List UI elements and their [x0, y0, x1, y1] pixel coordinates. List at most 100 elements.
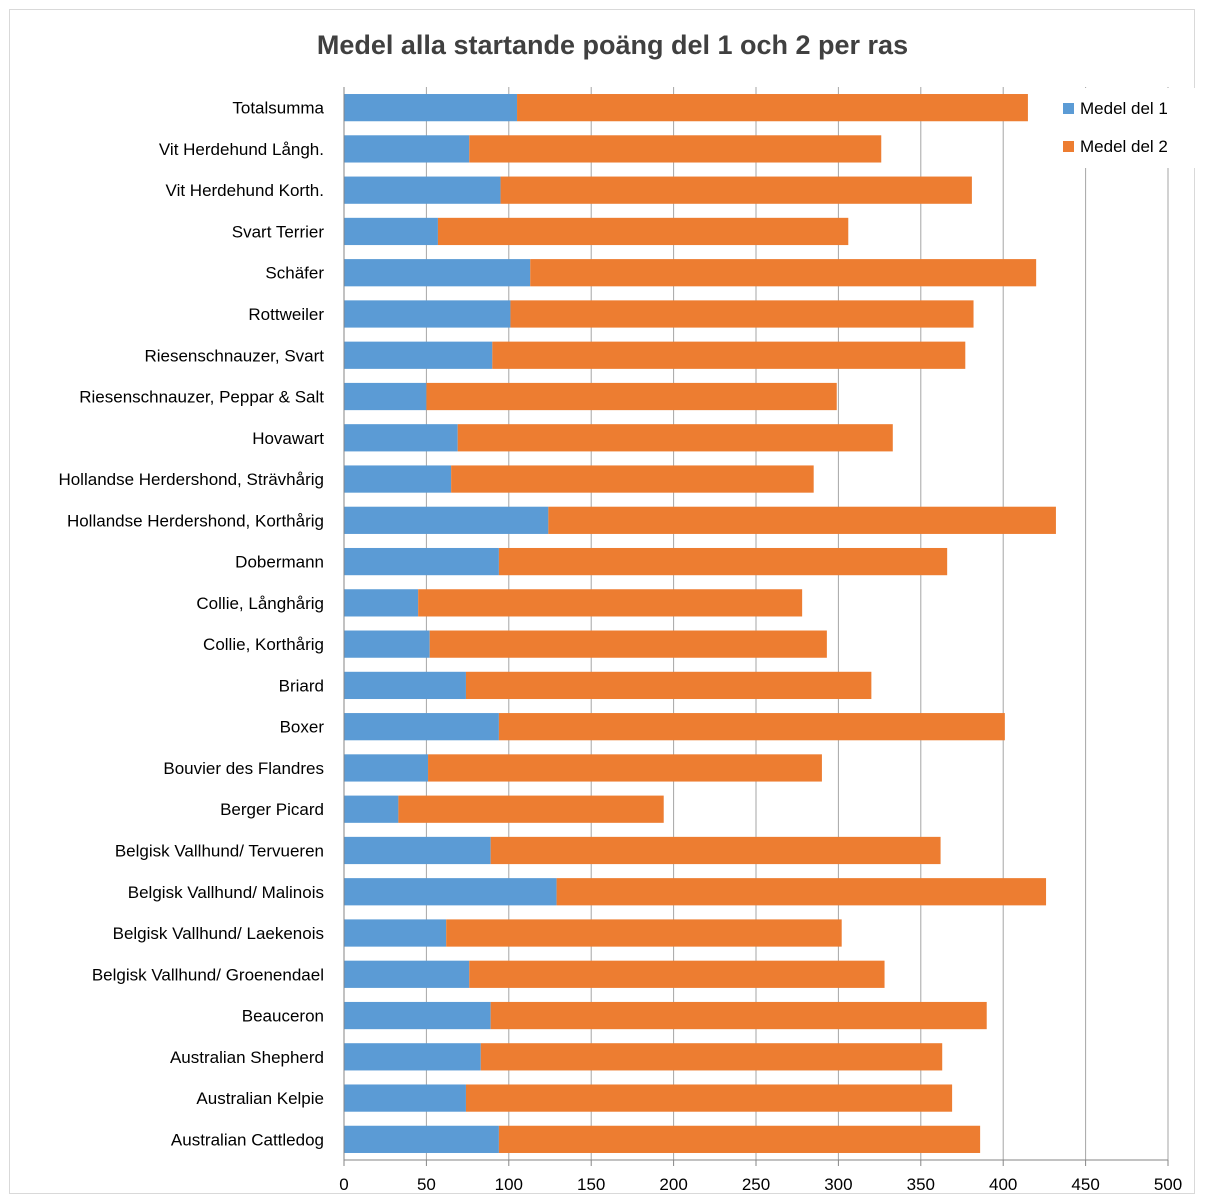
category-label: Belgisk Vallhund/ Tervueren — [115, 841, 324, 860]
bar-1 — [344, 341, 493, 369]
category-label: Bouvier des Flandres — [163, 759, 324, 778]
x-tick-label: 250 — [742, 1175, 770, 1194]
bar-1 — [344, 754, 429, 782]
bar-1 — [344, 960, 470, 988]
legend-label: Medel del 2 — [1080, 137, 1168, 156]
bar-1 — [344, 836, 491, 865]
legend-swatch — [1063, 103, 1074, 114]
x-tick-label: 0 — [339, 1175, 348, 1194]
category-label: Hollandse Herdershond, Strävhårig — [58, 470, 324, 489]
bar-2 — [490, 1001, 987, 1030]
bar-1 — [344, 176, 501, 204]
category-label: Belgisk Vallhund/ Laekenois — [113, 924, 324, 943]
bar-2 — [498, 547, 948, 576]
x-tick-label: 300 — [824, 1175, 852, 1194]
category-label: Totalsumma — [232, 99, 324, 118]
category-label: Svart Terrier — [232, 222, 325, 241]
x-tick-label: 50 — [417, 1175, 436, 1194]
bar-2 — [457, 424, 893, 452]
bar-1 — [344, 589, 419, 617]
category-label: Berger Picard — [220, 800, 324, 819]
category-label: Australian Kelpie — [196, 1089, 324, 1108]
bar-1 — [344, 1043, 481, 1071]
bar-2 — [492, 341, 966, 369]
bar-2 — [465, 671, 872, 700]
legend-label: Medel del 1 — [1080, 99, 1168, 118]
bar-2 — [465, 1084, 953, 1112]
bar-2 — [446, 919, 842, 947]
bar-1 — [344, 713, 499, 741]
bar-1 — [344, 1084, 466, 1112]
category-label: Vit Herdehund Korth. — [166, 181, 324, 200]
bar-1 — [344, 547, 499, 576]
bar-2 — [469, 960, 885, 988]
x-tick-label: 150 — [577, 1175, 605, 1194]
category-label: Boxer — [280, 718, 325, 737]
bars — [344, 94, 1056, 1153]
bar-2 — [510, 300, 974, 328]
bar-1 — [344, 878, 557, 906]
bar-2 — [451, 465, 814, 493]
x-tick-label: 200 — [659, 1175, 687, 1194]
x-tick-label: 400 — [989, 1175, 1017, 1194]
category-label: Dobermann — [235, 553, 324, 572]
x-tick-label: 350 — [907, 1175, 935, 1194]
bar-2 — [429, 630, 827, 658]
bar-2 — [426, 382, 837, 411]
category-label: Belgisk Vallhund/ Malinois — [128, 883, 324, 902]
bar-2 — [500, 176, 972, 204]
bar-1 — [344, 630, 430, 658]
bar-2 — [469, 135, 882, 163]
category-label: Australian Shepherd — [170, 1048, 324, 1067]
bar-1 — [344, 94, 518, 122]
category-labels: Totalsumma Vit Herdehund Långh. Vit Herdeh… — [58, 99, 324, 1150]
category-label: Hollandse Herdershond, Korthårig — [67, 511, 324, 530]
bar-2 — [398, 795, 664, 823]
x-tick-label: 450 — [1071, 1175, 1099, 1194]
bar-1 — [344, 424, 458, 452]
bar-1 — [344, 919, 447, 947]
bar-2 — [498, 1125, 981, 1153]
bar-1 — [344, 300, 511, 328]
bar-2 — [437, 217, 849, 246]
category-label: Schäfer — [265, 264, 324, 283]
bar-2 — [556, 878, 1047, 906]
axes — [343, 87, 1169, 1166]
chart-title: Medel alla startande poäng del 1 och 2 p… — [316, 30, 909, 60]
bar-1 — [344, 795, 399, 823]
bar-1 — [344, 135, 470, 163]
category-label: Collie, Långhårig — [196, 594, 324, 613]
x-tick-label: 100 — [495, 1175, 523, 1194]
legend: Medel del 1 Medel del 2 — [1058, 88, 1198, 168]
bar-2 — [480, 1043, 943, 1071]
bar-1 — [344, 1001, 491, 1030]
category-label: Hovawart — [252, 429, 324, 448]
category-label: Vit Herdehund Långh. — [159, 140, 324, 159]
bar-1 — [344, 217, 438, 246]
bar-2 — [517, 94, 1028, 122]
category-label: Beauceron — [242, 1007, 324, 1026]
bar-2 — [418, 589, 803, 617]
bar-1 — [344, 1125, 499, 1153]
x-tick-labels: 0 50 100 150 200 250 300 350 400 450 500 — [339, 1175, 1182, 1194]
gridlines — [425, 87, 1169, 1160]
bar-1 — [344, 465, 452, 493]
bar-1 — [344, 671, 466, 700]
category-label: Belgisk Vallhund/ Groenendael — [92, 965, 324, 984]
bar-1 — [344, 382, 427, 411]
x-tick-label: 500 — [1154, 1175, 1182, 1194]
category-label: Riesenschnauzer, Peppar & Salt — [79, 388, 324, 407]
legend-swatch — [1063, 141, 1074, 152]
category-label: Riesenschnauzer, Svart — [144, 346, 324, 365]
category-label: Collie, Korthårig — [203, 635, 324, 654]
category-label: Australian Cattledog — [171, 1130, 324, 1149]
bar-2 — [428, 754, 822, 782]
bar-2 — [490, 836, 941, 865]
category-label: Briard — [279, 676, 324, 695]
bar-2 — [498, 713, 1005, 741]
bar-1 — [344, 259, 531, 287]
bar-2 — [548, 506, 1056, 534]
category-label: Rottweiler — [248, 305, 324, 324]
bar-2 — [530, 259, 1037, 287]
